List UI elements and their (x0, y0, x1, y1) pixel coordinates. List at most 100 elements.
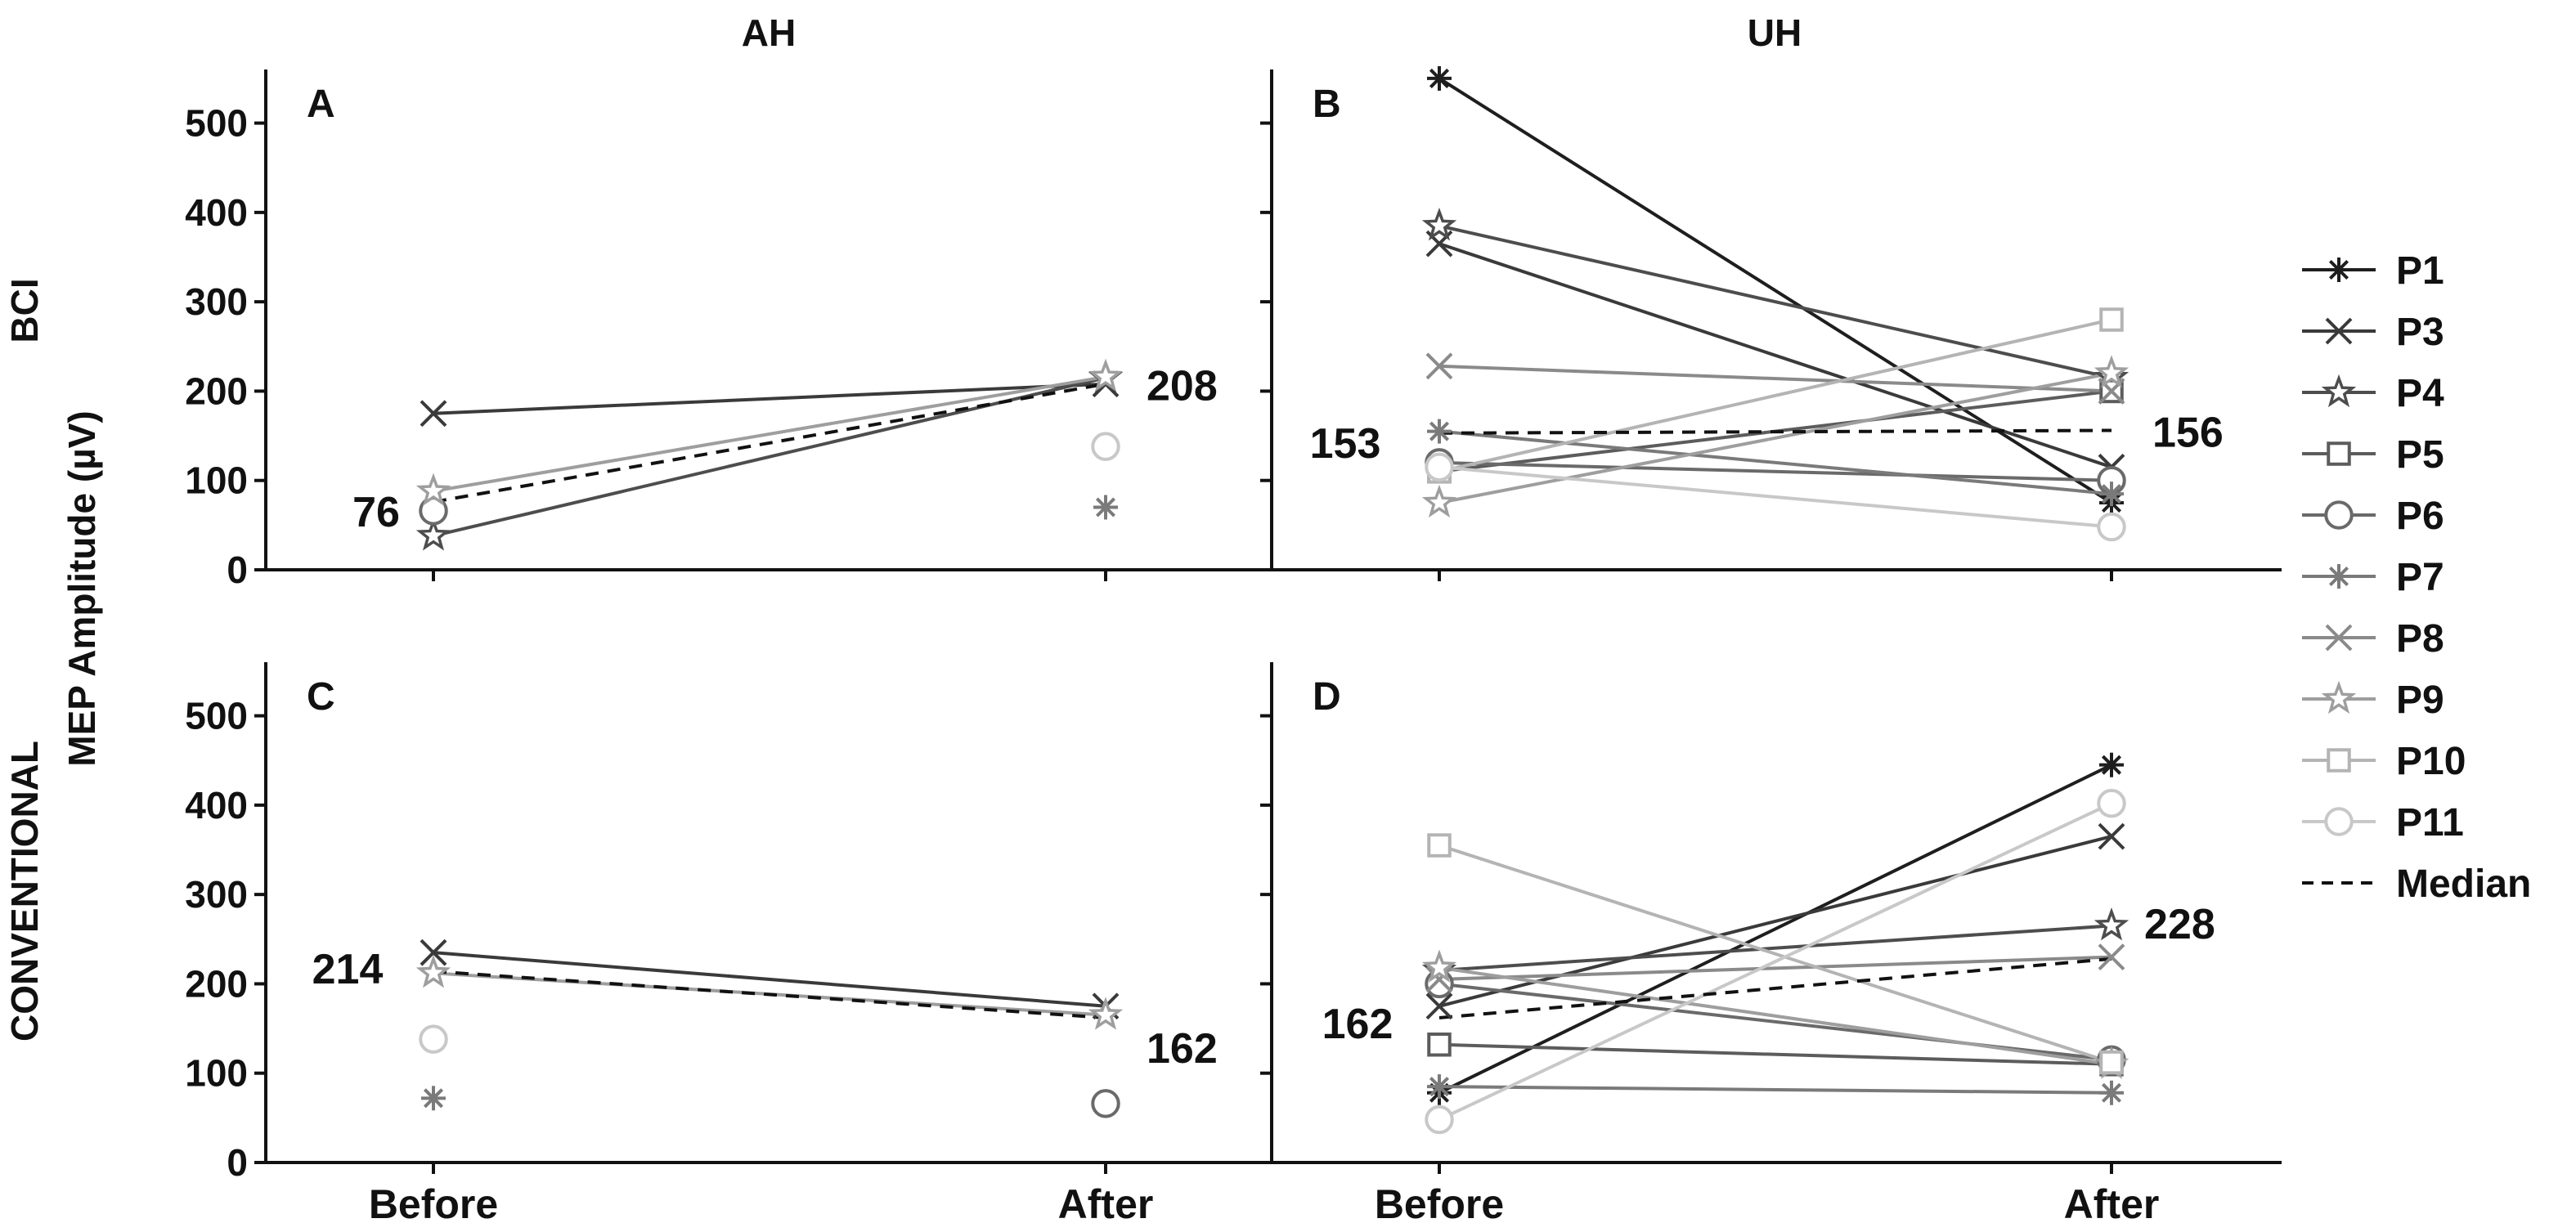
y-tick-label: 500 (185, 695, 248, 737)
point-p9-before (1421, 949, 1457, 983)
median-label-after: 162 (1147, 1025, 1218, 1073)
series-line-p3 (1438, 835, 2112, 1008)
point-p10-after (2099, 307, 2124, 332)
x-tick-label-after: After (2064, 1181, 2160, 1227)
y-tick-label: 300 (185, 280, 248, 323)
y-tick-label: 200 (185, 370, 248, 412)
series-line-p3 (433, 951, 1106, 1008)
legend-item-p5: P5 (2302, 433, 2444, 477)
series-line-p11 (1438, 801, 2112, 1122)
point-p7-after (1093, 495, 1118, 520)
legend-item-p9: P9 (2302, 679, 2444, 722)
legend-marker (2321, 680, 2357, 715)
median-line (1438, 956, 2112, 1019)
point-p7-after (2099, 1080, 2124, 1105)
point-p1-before (1427, 65, 1452, 91)
row-label-bci: BCI (3, 278, 46, 343)
legend-marker (2325, 317, 2353, 345)
point-p6-after (1091, 1089, 1120, 1118)
point-p9-after (1088, 997, 1124, 1030)
point-p7-before (421, 1086, 446, 1111)
legend-label: P10 (2396, 740, 2466, 783)
point-p11-before (1425, 452, 1454, 482)
legend-marker (2325, 624, 2353, 652)
series-line-p5 (1438, 1042, 2112, 1066)
y-tick-label: 200 (185, 962, 248, 1005)
median-label-before: 214 (312, 946, 384, 993)
panel-letter: C (307, 675, 335, 719)
x-tick-label-before: Before (369, 1181, 498, 1227)
point-p9-after (2094, 355, 2129, 388)
legend-marker (2327, 748, 2351, 773)
series-line-p8 (1438, 364, 2112, 393)
median-line (1438, 428, 2112, 435)
x-tick-label-before: Before (1375, 1181, 1504, 1227)
series-line-p4 (433, 376, 1106, 538)
legend-marker (2327, 441, 2351, 466)
point-p9-before (415, 955, 451, 988)
panel-b: B 153 156 (1260, 65, 2282, 581)
point-p10-before (1427, 833, 1452, 858)
legend-label: P11 (2396, 801, 2464, 844)
point-p9-before (415, 473, 451, 506)
y-tick-label: 100 (185, 1052, 248, 1095)
point-p7-after (2099, 482, 2124, 507)
legend-marker (2324, 500, 2354, 530)
point-p11-before (1425, 1104, 1454, 1135)
legend-label: P7 (2396, 556, 2444, 599)
point-p9-after (1088, 358, 1124, 392)
series-line-p7 (1438, 429, 2112, 496)
series-line-p9 (1438, 371, 2112, 504)
series-line-p4 (1438, 924, 2112, 973)
y-tick-label: 400 (185, 784, 248, 827)
legend-item-p6: P6 (2302, 495, 2444, 538)
median-label-after: 208 (1147, 363, 1218, 410)
legend-label: P3 (2396, 311, 2444, 354)
point-p1-after (2099, 752, 2124, 777)
median-label-before: 162 (1322, 1001, 1393, 1048)
median-label-before: 153 (1310, 420, 1381, 468)
point-p3-after (2098, 822, 2125, 850)
legend-item-p8: P8 (2302, 617, 2444, 661)
panel-d: Before After D 162 228 (1260, 662, 2282, 1227)
point-p11-after (2097, 788, 2126, 818)
series-line-p4 (1438, 224, 2112, 379)
point-p4-before (415, 517, 451, 551)
y-tick-label: 400 (185, 191, 248, 234)
point-p7-before (1427, 419, 1452, 444)
legend-item-median: Median (2302, 862, 2531, 906)
point-p5-before (1427, 1032, 1452, 1057)
series-line-p9 (1438, 965, 2112, 1066)
series-line-p1 (1438, 763, 2112, 1095)
legend-marker (2327, 258, 2351, 282)
point-p10-after (2099, 1050, 2124, 1075)
panel-letter: B (1313, 83, 1341, 126)
point-p3-before (420, 939, 447, 966)
series-line-p11 (1438, 465, 2112, 529)
legend-label: P9 (2396, 679, 2444, 722)
legend-marker (2321, 374, 2357, 408)
point-p11-before (419, 1024, 448, 1054)
legend-label: Median (2396, 862, 2531, 906)
point-p11-after (1091, 432, 1120, 461)
y-tick-label: 300 (185, 873, 248, 916)
y-tick-label: 100 (185, 459, 248, 502)
legend: P1 P3 P4 P5 P6 P7 P8 P9 P10 P11 Median (2302, 249, 2531, 906)
series-line-p9 (433, 374, 1106, 493)
legend-label: P5 (2396, 433, 2444, 477)
column-title-ah: AH (742, 11, 796, 54)
median-label-before: 76 (352, 489, 400, 536)
legend-item-p7: P7 (2302, 556, 2444, 599)
median-label-after: 156 (2152, 410, 2224, 457)
legend-item-p10: P10 (2302, 740, 2466, 783)
legend-label: P4 (2396, 372, 2444, 415)
series-line-p6 (1438, 460, 2112, 482)
y-tick-label: 0 (227, 1141, 248, 1184)
series-line-p10 (1438, 318, 2112, 473)
median-label-after: 228 (2144, 901, 2215, 948)
legend-item-p1: P1 (2302, 249, 2444, 293)
point-p3-before (1425, 992, 1453, 1020)
legend-marker (2327, 564, 2351, 589)
legend-marker (2324, 807, 2354, 836)
